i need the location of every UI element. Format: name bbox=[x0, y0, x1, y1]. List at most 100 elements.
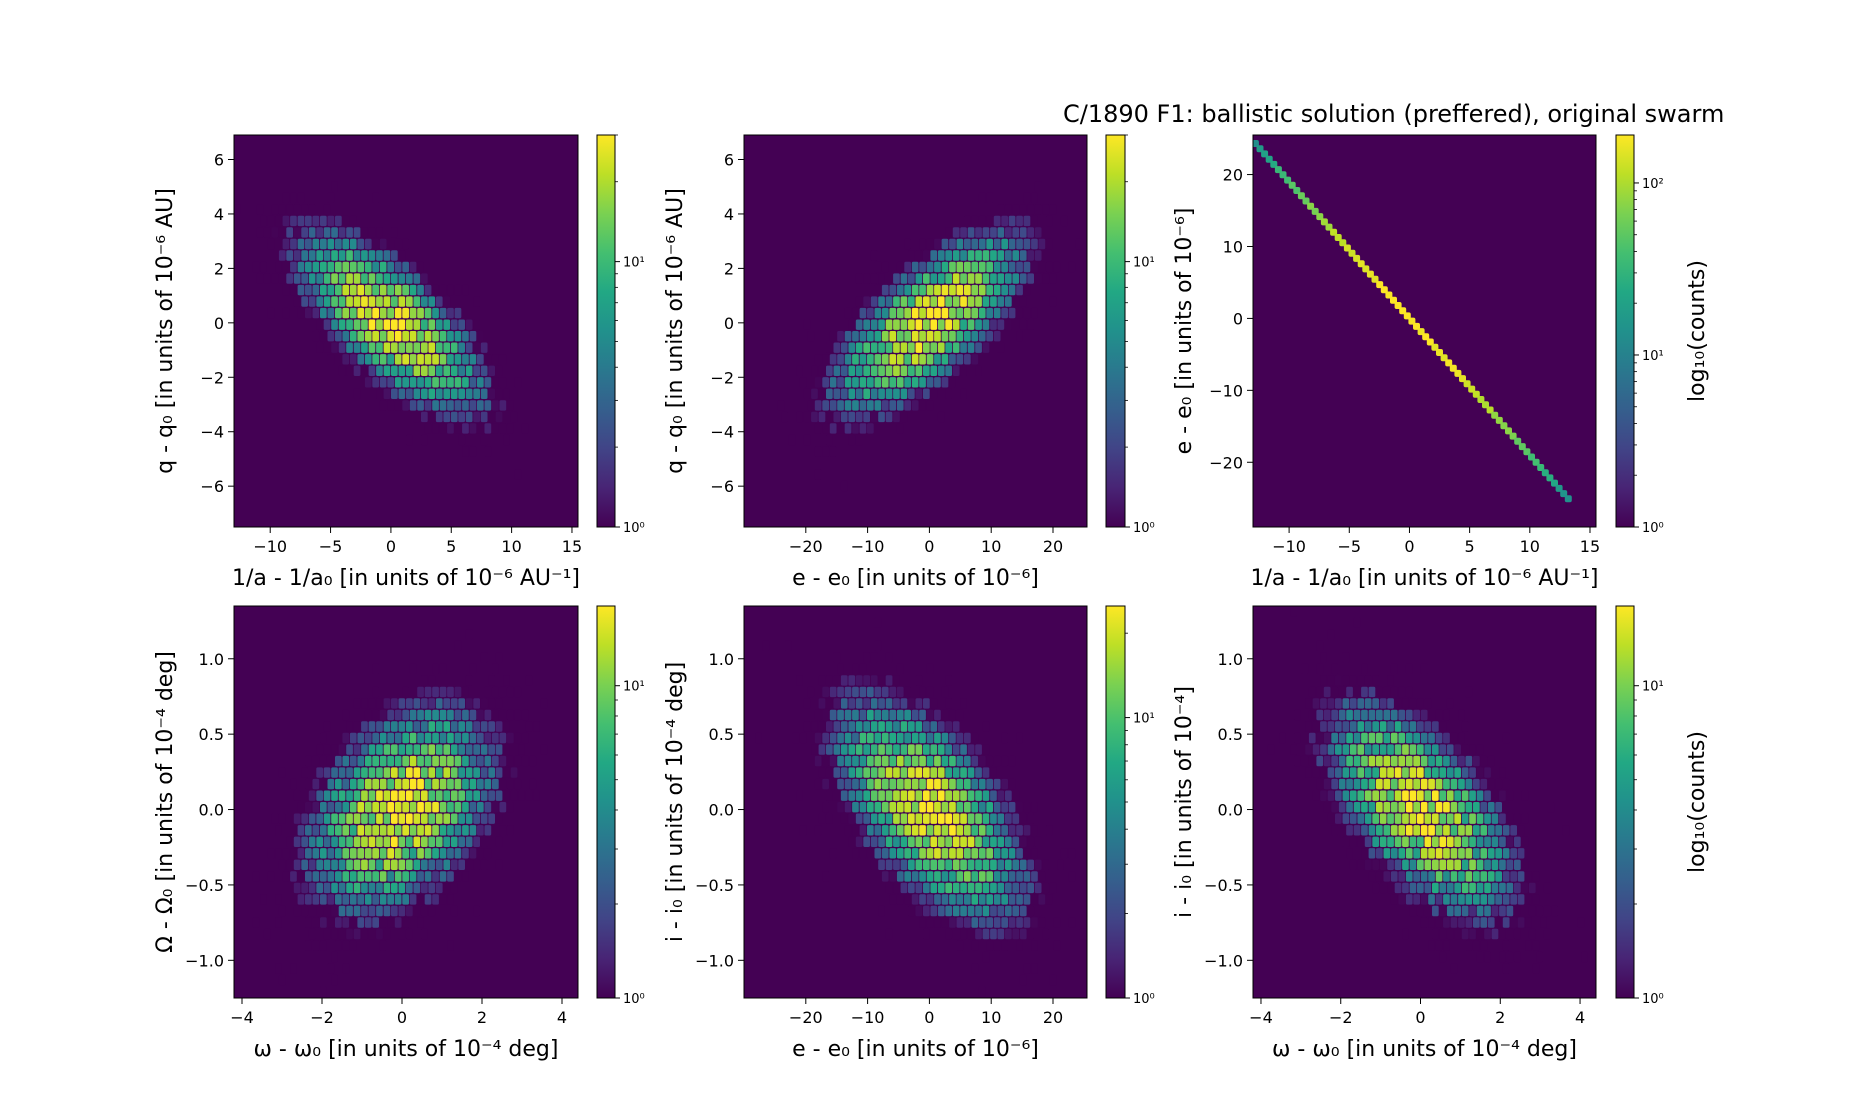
hexbin-cell bbox=[1402, 928, 1409, 940]
hexbin-cell bbox=[435, 767, 443, 778]
hexbin-cell bbox=[1316, 778, 1324, 790]
hexbin-cell bbox=[372, 192, 379, 203]
hexbin-cell bbox=[923, 388, 930, 399]
hexbin-cell bbox=[271, 204, 279, 215]
hexbin-cell bbox=[1525, 871, 1532, 882]
hexbin-cell bbox=[960, 744, 967, 755]
hexbin-cell bbox=[1509, 432, 1517, 440]
hexbin-cell bbox=[1484, 882, 1491, 894]
hexbin-cell bbox=[1079, 181, 1087, 192]
hexbin-cell bbox=[960, 365, 967, 376]
hexbin-cell bbox=[1417, 836, 1424, 847]
hexbin-cell bbox=[926, 354, 934, 365]
hexbin-cell bbox=[499, 423, 507, 434]
hexbin-cell bbox=[1053, 261, 1061, 273]
hexbin-cell bbox=[1562, 825, 1570, 836]
hexbin-cell bbox=[911, 825, 919, 836]
hexbin-cell bbox=[863, 411, 870, 423]
hexbin-cell bbox=[368, 767, 376, 778]
hexbin-cell bbox=[406, 388, 413, 399]
hexbin-cell bbox=[1270, 160, 1278, 168]
hexbin-cell bbox=[941, 284, 949, 296]
hexbin-cell bbox=[1523, 448, 1531, 456]
hexbin-cell bbox=[406, 434, 413, 446]
hexbin-cell bbox=[323, 905, 331, 917]
hexbin-cell bbox=[346, 859, 353, 870]
hexbin-cell bbox=[320, 917, 327, 928]
hexbin-cell bbox=[799, 732, 807, 744]
hexbin-cell bbox=[997, 790, 1005, 801]
hexbin-cell bbox=[1364, 675, 1372, 686]
y-tick-label: −1.0 bbox=[1204, 951, 1243, 970]
hexbin-cell bbox=[1027, 836, 1034, 847]
hexbin-cell bbox=[477, 755, 484, 767]
hexbin-cell bbox=[1426, 338, 1434, 346]
hexbin-cell bbox=[889, 377, 897, 388]
hexbin-cell bbox=[934, 377, 941, 388]
hexbin-cell bbox=[1320, 652, 1327, 663]
hexbin-cell bbox=[893, 698, 900, 709]
hexbin-cell bbox=[926, 732, 934, 744]
hexbin-cell bbox=[383, 365, 391, 376]
hexbin-cell bbox=[342, 963, 350, 974]
hexbin-cell bbox=[870, 790, 878, 801]
hexbin-cell bbox=[990, 836, 997, 847]
hexbin-cell bbox=[450, 882, 458, 894]
hexbin-cell bbox=[473, 365, 480, 376]
hexbin-cell bbox=[312, 284, 320, 296]
hexbin-cell bbox=[372, 709, 379, 721]
x-tick-label: 0 bbox=[1404, 537, 1414, 556]
hexbin-cell bbox=[908, 388, 915, 399]
y-tick-label: −2 bbox=[200, 368, 224, 387]
hexbin-cell bbox=[424, 284, 432, 296]
hexbin-cell bbox=[458, 721, 465, 732]
hexbin-cell bbox=[1038, 917, 1046, 928]
hexbin-cell bbox=[975, 767, 982, 778]
hexbin-cell bbox=[1376, 871, 1383, 882]
hexbin-cell bbox=[788, 434, 796, 446]
hexbin-cell bbox=[837, 331, 844, 342]
hexbin-cell bbox=[1031, 215, 1038, 227]
hexbin-cell bbox=[997, 882, 1005, 894]
hexbin-cell bbox=[1405, 686, 1413, 698]
hexbin-cell bbox=[837, 354, 844, 365]
hexbin-cell bbox=[484, 354, 492, 365]
hexbin-cell bbox=[406, 296, 413, 307]
hexbin-cell bbox=[439, 331, 447, 342]
hexbin-cell bbox=[1019, 882, 1027, 894]
hexbin-cell bbox=[870, 721, 878, 732]
hexbin-cell bbox=[327, 917, 335, 928]
hexbin-cell bbox=[361, 882, 368, 894]
hexbin-cell bbox=[885, 859, 893, 870]
hexbin-cell bbox=[297, 284, 305, 296]
hexbin-cell bbox=[971, 307, 979, 319]
hexbin-cell bbox=[1346, 686, 1353, 698]
hexbin-cell bbox=[900, 882, 908, 894]
hexbin-cell bbox=[1284, 176, 1292, 184]
hexbin-cell bbox=[964, 215, 971, 227]
hexbin-cell bbox=[1012, 250, 1020, 261]
hexbin-cell bbox=[978, 307, 986, 319]
hexbin-cell bbox=[908, 365, 915, 376]
hexbin-cell bbox=[421, 342, 428, 353]
hexbin-cell bbox=[342, 732, 350, 744]
hexbin-cell bbox=[349, 238, 357, 250]
hexbin-cell bbox=[1432, 744, 1439, 755]
hexbin-cell bbox=[934, 238, 941, 250]
hexbin-cell bbox=[286, 250, 293, 261]
hexbin-cell bbox=[286, 836, 293, 847]
hexbin-cell bbox=[833, 767, 841, 778]
colorbar-2 bbox=[1105, 134, 1126, 528]
hexbin-cell bbox=[454, 423, 462, 434]
hexbin-cell bbox=[930, 859, 938, 870]
hexbin-cell bbox=[376, 296, 383, 307]
hexbin-cell bbox=[1023, 871, 1031, 882]
x-tick-label: 10 bbox=[981, 537, 1001, 556]
hexbin-cell bbox=[1491, 813, 1499, 824]
hexbin-cell bbox=[1428, 871, 1435, 882]
hexbin-cell bbox=[859, 802, 867, 813]
hexbin-cell bbox=[421, 905, 428, 917]
hexbin-cell bbox=[1402, 859, 1409, 870]
